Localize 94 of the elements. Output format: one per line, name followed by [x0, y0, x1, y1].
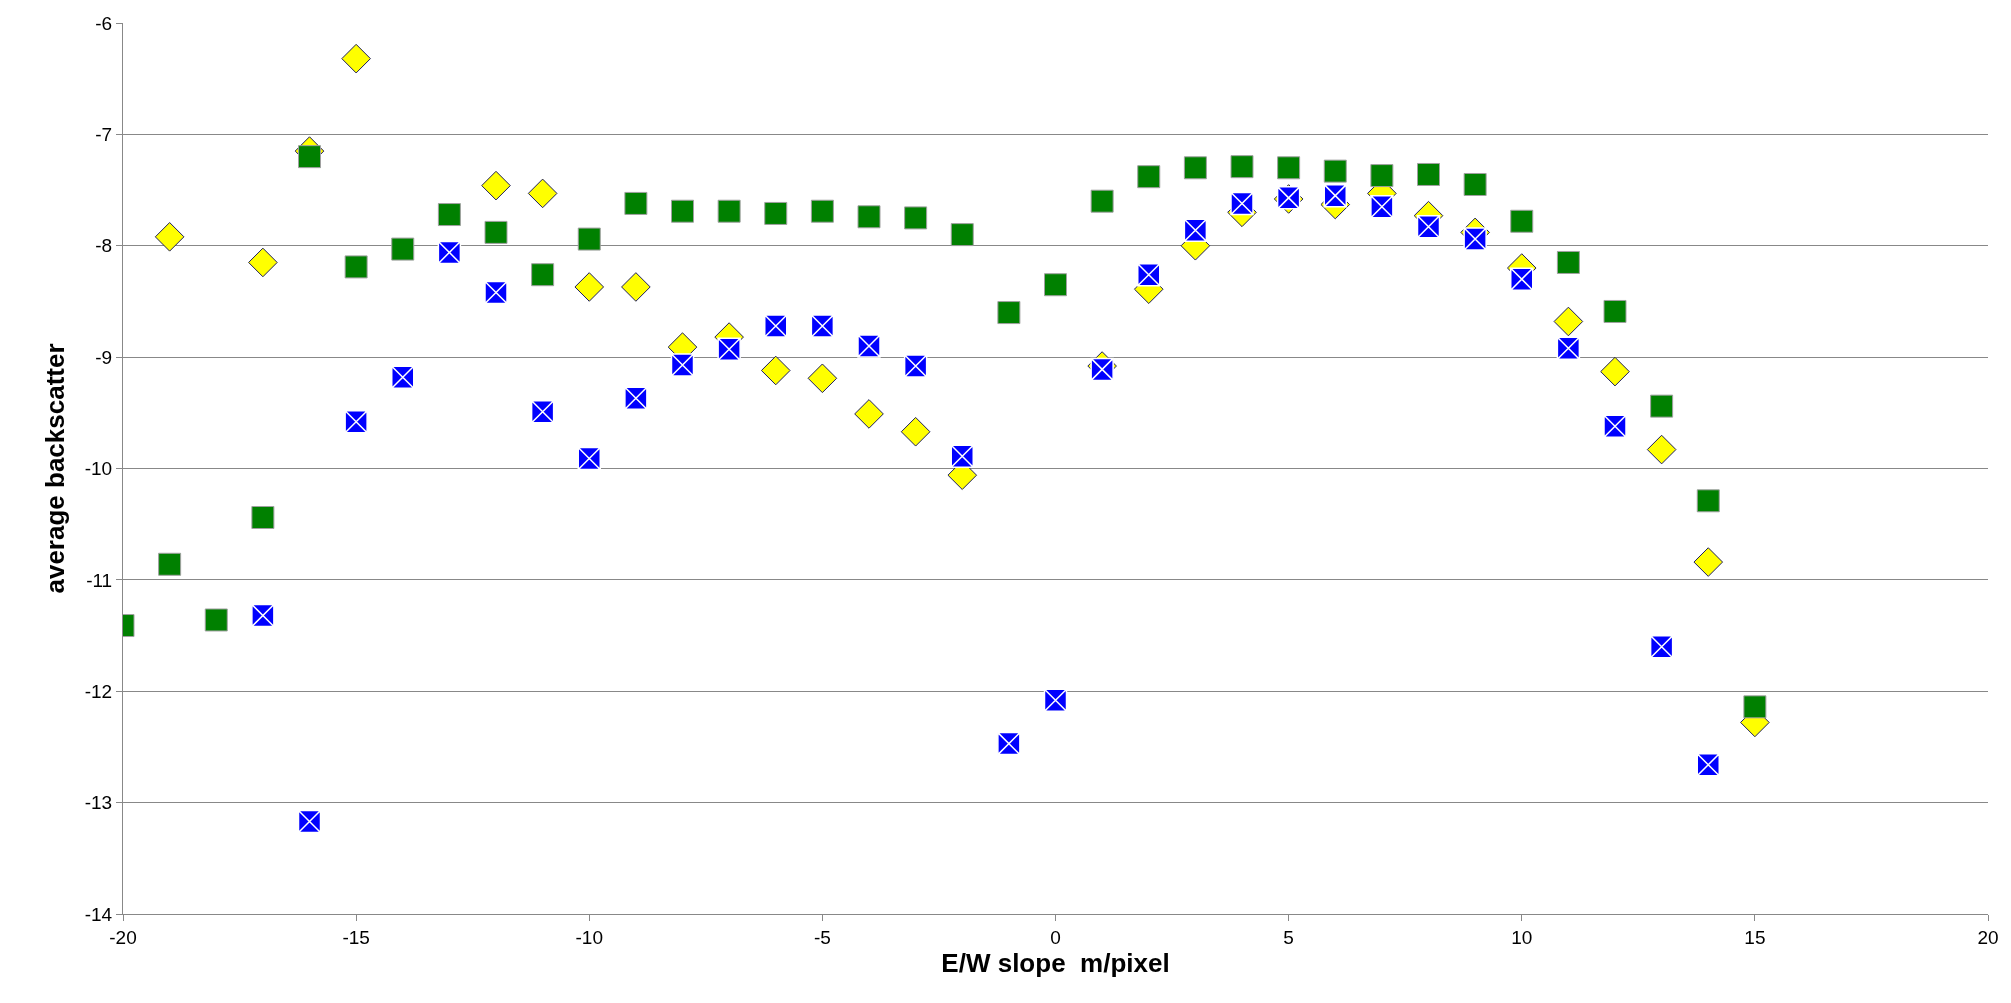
- point: [810, 199, 834, 223]
- point: [764, 201, 788, 225]
- point: [950, 223, 974, 247]
- point: [298, 145, 321, 169]
- point: [760, 355, 791, 386]
- point: [1323, 159, 1347, 183]
- point: [1463, 227, 1487, 251]
- point: [1137, 262, 1161, 287]
- point: [1230, 191, 1254, 216]
- y-tick-label: -12: [84, 680, 113, 702]
- point: [1693, 547, 1724, 577]
- x-tick-label: 5: [1283, 926, 1294, 948]
- point: [1417, 162, 1440, 186]
- y-tick-label: -13: [84, 792, 113, 814]
- point: [1556, 250, 1580, 274]
- point: [1696, 489, 1720, 513]
- point: [997, 301, 1021, 325]
- point: [1743, 695, 1767, 719]
- y-axis-title: average backscatter: [40, 343, 71, 594]
- point: [341, 43, 371, 74]
- point: [1603, 299, 1627, 323]
- point: [1044, 273, 1067, 297]
- x-axis-title: E/W slope m/pixel: [941, 947, 1170, 978]
- point: [717, 199, 741, 223]
- point: [1370, 195, 1394, 219]
- x-tick-label: 10: [1511, 926, 1533, 948]
- point: [903, 354, 928, 378]
- point: [574, 272, 605, 302]
- point: [204, 608, 228, 632]
- point: [857, 334, 881, 358]
- point: [1646, 434, 1677, 465]
- point: [717, 337, 741, 362]
- point: [1230, 155, 1254, 179]
- point: [1556, 336, 1581, 360]
- point: [1416, 215, 1441, 239]
- x-tick-label: -5: [813, 926, 831, 948]
- point: [1696, 753, 1720, 777]
- y-tick-label: -6: [95, 12, 113, 34]
- y-tick-label: -11: [86, 569, 113, 591]
- point: [904, 206, 928, 230]
- point: [670, 353, 695, 377]
- point: [857, 205, 881, 229]
- point: [1277, 156, 1301, 180]
- point: [854, 399, 884, 429]
- y-tick-label: -10: [84, 458, 113, 480]
- point: [531, 263, 555, 287]
- point: [671, 199, 694, 223]
- point: [807, 363, 838, 394]
- point: [154, 222, 185, 252]
- point: [1603, 414, 1627, 438]
- point: [248, 247, 278, 278]
- x-tick-label: 0: [1050, 926, 1061, 948]
- point: [1510, 209, 1534, 233]
- point: [1600, 356, 1630, 387]
- point: [1650, 394, 1674, 418]
- point: [810, 314, 835, 338]
- point: [158, 552, 182, 576]
- point: [527, 178, 558, 209]
- x-tick-label: 15: [1744, 926, 1766, 948]
- point: [481, 170, 511, 201]
- point: [344, 255, 368, 279]
- point: [1137, 165, 1161, 189]
- point: [391, 365, 415, 389]
- point: [484, 220, 508, 244]
- x-tick-label: -15: [342, 926, 370, 948]
- point: [1090, 189, 1114, 213]
- point: [624, 386, 648, 411]
- x-tick-label: -10: [575, 926, 603, 948]
- point: [1183, 156, 1207, 180]
- y-tick-label: -7: [95, 124, 113, 146]
- point: [1370, 164, 1394, 188]
- point: [1183, 218, 1208, 242]
- point: [437, 203, 461, 227]
- point: [621, 272, 651, 302]
- point: [344, 409, 368, 434]
- point: [1553, 306, 1584, 337]
- point: [251, 506, 275, 529]
- point: [1463, 172, 1487, 196]
- point: [1043, 688, 1068, 712]
- point: [1510, 267, 1534, 291]
- point: [1090, 357, 1114, 382]
- point: [484, 280, 508, 305]
- y-tick-label: -14: [84, 903, 113, 925]
- point: [764, 314, 788, 338]
- point: [997, 731, 1021, 756]
- point: [577, 227, 601, 251]
- point: [624, 191, 648, 215]
- x-tick-label: -20: [109, 926, 137, 948]
- point: [391, 237, 415, 261]
- y-tick-label: -9: [95, 346, 113, 368]
- point: [900, 416, 931, 447]
- y-tick-label: -8: [95, 235, 113, 257]
- x-tick-label: 20: [1977, 926, 1999, 948]
- point: [251, 603, 275, 628]
